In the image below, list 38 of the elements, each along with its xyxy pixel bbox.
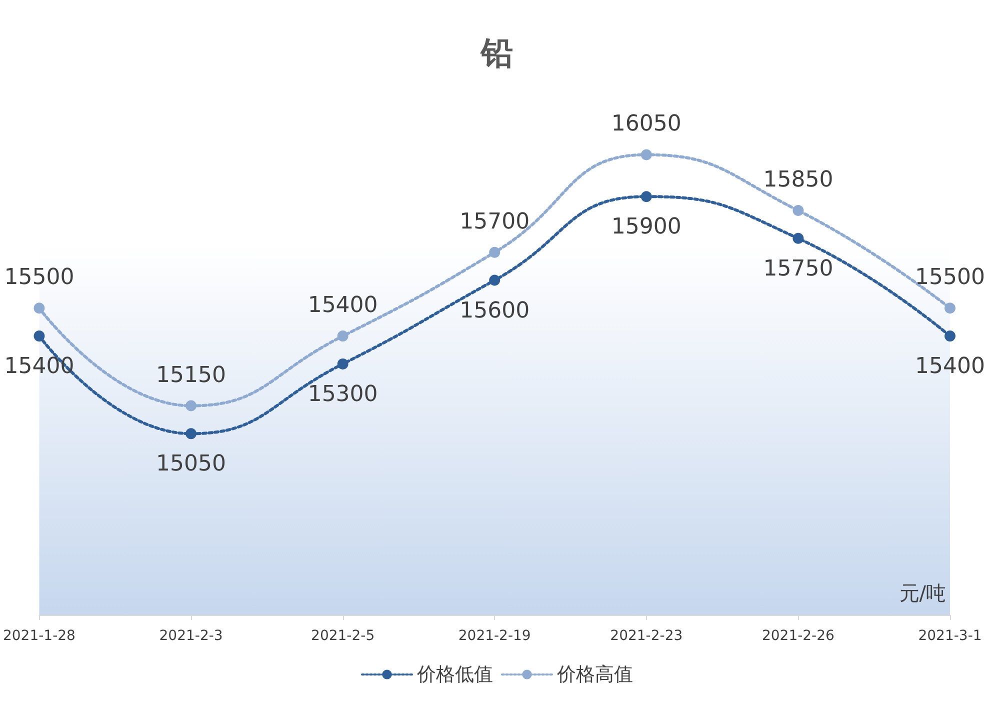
- point: [489, 246, 500, 258]
- data-label: 15850: [763, 168, 834, 193]
- x-tick-label: 2021-2-19: [458, 628, 531, 644]
- data-label: 15600: [460, 298, 530, 324]
- point: [34, 302, 45, 314]
- data-label: 16050: [611, 112, 682, 137]
- point: [640, 191, 652, 202]
- legend-label: 价格低值: [416, 664, 493, 686]
- point: [337, 358, 348, 370]
- x-tick-label: 2021-2-5: [311, 628, 375, 644]
- chart-title: 铅: [479, 34, 513, 72]
- point: [34, 330, 45, 342]
- data-label: 15700: [460, 209, 530, 234]
- point: [944, 302, 956, 314]
- x-tick-label: 2021-2-23: [610, 628, 683, 644]
- point: [792, 232, 804, 244]
- annotation: 元/吨: [899, 581, 946, 605]
- data-label: 15400: [308, 293, 378, 318]
- data-label: 15900: [611, 214, 682, 240]
- point: [186, 400, 197, 412]
- point: [489, 274, 500, 286]
- point: [640, 149, 652, 160]
- x-tick-label: 2021-1-28: [2, 628, 76, 644]
- data-label: 15750: [763, 256, 834, 282]
- data-label: 15300: [308, 382, 378, 407]
- x-tick-label: 2021-3-1: [918, 628, 982, 644]
- data-label: 15400: [915, 354, 985, 380]
- legend-label: 价格高值: [556, 664, 633, 686]
- data-label: 15500: [4, 265, 74, 290]
- point: [337, 330, 348, 342]
- point: [944, 330, 956, 342]
- x-tick-label: 2021-2-3: [159, 628, 223, 644]
- x-tick-label: 2021-2-26: [762, 628, 835, 644]
- point: [186, 428, 197, 440]
- data-label: 15050: [156, 452, 226, 477]
- point: [792, 205, 804, 216]
- data-label: 15500: [915, 265, 985, 290]
- data-label: 15150: [156, 362, 226, 388]
